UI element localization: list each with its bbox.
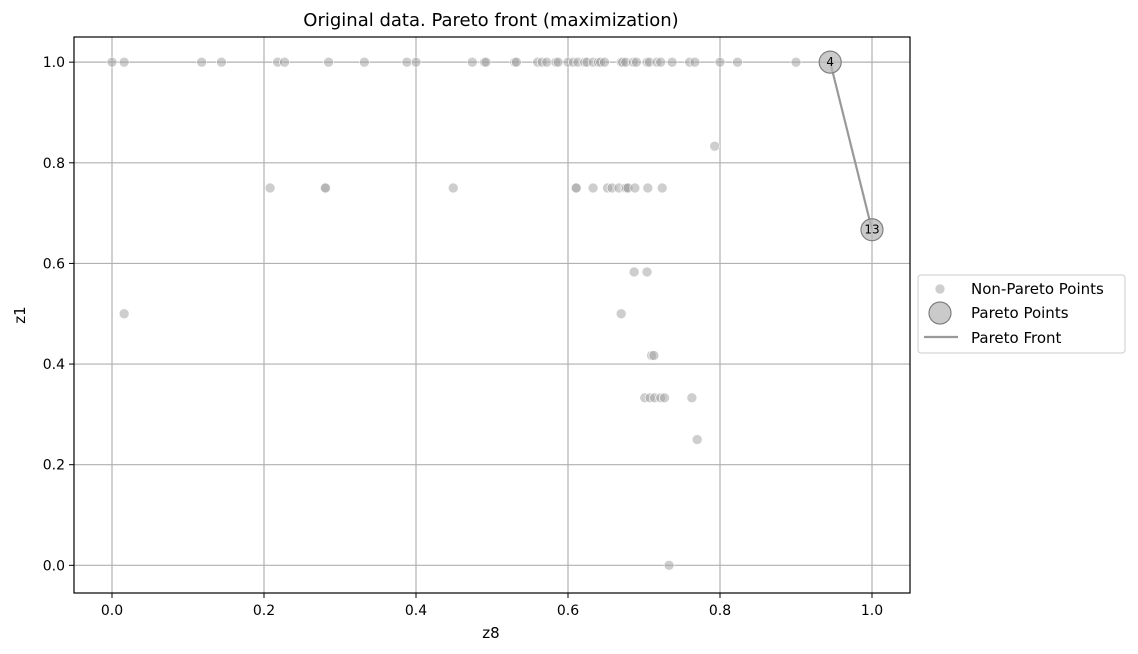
y-tick-label: 0.0: [43, 558, 65, 574]
non-pareto-point: [656, 182, 668, 194]
non-pareto-point: [655, 56, 667, 68]
non-pareto-point: [480, 56, 492, 68]
legend: Non-Pareto Points Pareto Points Pareto F…: [917, 274, 1126, 354]
non-pareto-point: [599, 56, 610, 68]
y-tick-label: 0.6: [43, 256, 65, 272]
legend-box: [917, 274, 1126, 354]
non-pareto-point: [279, 56, 290, 68]
x-tick-label: 0.8: [709, 603, 731, 619]
plot-frame: [73, 36, 911, 594]
non-pareto-point: [691, 434, 703, 445]
non-pareto-point: [541, 56, 553, 68]
non-pareto-point: [629, 182, 641, 194]
pareto-front-layer: [829, 61, 874, 230]
pareto-point-label: 4: [826, 55, 834, 69]
y-tick-label: 0.8: [43, 156, 65, 172]
y-tick-label: 0.2: [43, 458, 65, 474]
non-pareto-point: [790, 56, 802, 68]
non-pareto-point: [689, 56, 701, 68]
pareto-front-line: [829, 61, 874, 230]
legend-label-front: Pareto Front: [971, 329, 1062, 347]
non-pareto-point: [642, 182, 654, 194]
legend-label-pareto: Pareto Points: [971, 304, 1069, 322]
y-tick-label: 0.4: [43, 357, 65, 373]
x-tick-label: 0.0: [101, 603, 123, 619]
non-pareto-point: [323, 56, 334, 68]
non-pareto-point: [686, 392, 698, 404]
pareto-point-label: 13: [864, 223, 879, 237]
non-pareto-point: [631, 56, 642, 68]
pareto-point: [860, 218, 884, 242]
non-pareto-point: [714, 56, 726, 68]
non-pareto-point: [709, 140, 720, 152]
non-pareto-point: [659, 392, 670, 404]
non-pareto-point: [552, 56, 564, 68]
non-pareto-point: [628, 266, 640, 278]
chart-title: Original data. Pareto front (maximizatio…: [303, 10, 678, 31]
non-pareto-point: [732, 56, 743, 68]
grid-lines: [74, 37, 910, 593]
non-pareto-point: [118, 308, 130, 320]
x-tick-label: 0.6: [557, 603, 579, 619]
pareto-point: [818, 50, 842, 74]
non-pareto-point: [216, 56, 227, 68]
non-pareto-point: [264, 182, 276, 194]
legend-marker-pareto: [928, 301, 952, 325]
non-pareto-point: [511, 56, 522, 68]
pareto-points-layer: 4 13: [818, 50, 884, 242]
axis-ticks: 0.0 0.2 0.4 0.6 0.8 1.0 0.0 0.2 0.4 0.6 0.8 1.0: [43, 55, 883, 619]
non-pareto-point: [106, 56, 118, 68]
non-pareto-point: [466, 56, 478, 68]
non-pareto-point: [571, 182, 582, 194]
non-pareto-point: [401, 56, 413, 68]
non-pareto-point: [196, 56, 207, 68]
non-pareto-point: [410, 56, 422, 68]
legend-label-non-pareto: Non-Pareto Points: [971, 280, 1104, 298]
non-pareto-point: [447, 182, 459, 194]
x-tick-label: 0.4: [405, 603, 427, 619]
legend-marker-non-pareto: [934, 283, 946, 295]
x-tick-label: 1.0: [861, 603, 883, 619]
non-pareto-point: [641, 266, 653, 278]
x-axis-label: z8: [482, 624, 499, 642]
non-pareto-point: [359, 56, 370, 68]
non-pareto-point: [666, 56, 678, 68]
x-tick-label: 0.2: [253, 603, 275, 619]
y-axis-label: z1: [11, 306, 29, 323]
non-pareto-point: [615, 308, 627, 320]
non-pareto-point: [320, 182, 331, 194]
non-pareto-point: [118, 56, 130, 68]
non-pareto-point: [587, 182, 599, 194]
non-pareto-point: [648, 350, 660, 361]
non-pareto-point: [663, 560, 675, 571]
y-tick-label: 1.0: [43, 55, 65, 71]
non-pareto-points-layer: [106, 56, 802, 571]
